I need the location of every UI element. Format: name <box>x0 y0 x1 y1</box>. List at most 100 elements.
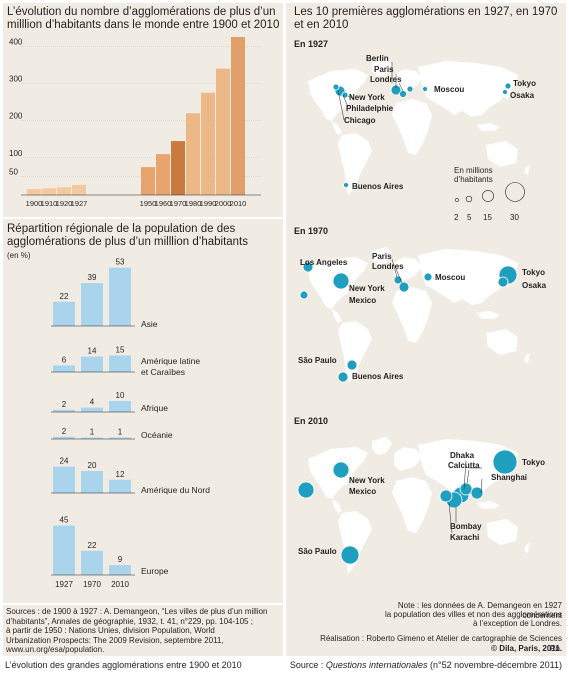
sources-line-5: www.un.org/esa/population. <box>6 645 105 654</box>
label-1927-buenos-aires: Buenos Aires <box>352 182 404 191</box>
circle-2010-karachi <box>439 489 453 503</box>
regional-value-label: 12 <box>116 470 125 479</box>
regional-xtick-label: 1927 <box>55 580 73 589</box>
circle-2010-shanghai <box>470 486 484 500</box>
growth-bar <box>141 167 155 195</box>
growth-xtick-label: 2010 <box>230 199 247 208</box>
regional-bar <box>53 436 75 439</box>
sources-line-3: à partir de 1950 : Nations Unies, divisi… <box>6 626 215 635</box>
regional-bar <box>53 301 75 326</box>
regional-value-label: 24 <box>60 457 69 466</box>
label-1970-sao-paulo: São Paulo <box>298 356 337 365</box>
maps-title: Les 10 premières agglomérations en 1927,… <box>294 6 558 31</box>
regional-value-label: 22 <box>88 541 97 550</box>
regional-value-label: 6 <box>62 355 67 364</box>
label-1970-new-york: New York <box>349 284 385 293</box>
growth-xtick-label: 1920 <box>56 199 73 208</box>
label-2010-new-york: New York <box>349 476 385 485</box>
label-1970-osaka: Osaka <box>522 281 547 290</box>
regional-value-label: 10 <box>116 391 125 400</box>
legend-value-15: 15 <box>483 213 492 222</box>
regional-bar <box>109 267 131 326</box>
regional-series-label: et Caraïbes <box>141 367 185 377</box>
circle-1927-chicago <box>332 83 340 91</box>
growth-xtick-label: 1927 <box>71 199 88 208</box>
regional-chart-title: Répartition régionale de la population d… <box>7 223 249 248</box>
regional-value-label: 1 <box>118 428 123 437</box>
sources-panel: Sources : de 1900 à 1927 : A. Demangeon,… <box>3 605 283 656</box>
growth-bar <box>27 189 41 195</box>
footer-caption: L’évolution des grandes agglomérations e… <box>5 660 242 670</box>
map-2010-label: En 2010 <box>294 416 329 426</box>
circle-1970-mexico <box>299 290 309 300</box>
label-2010-bombay: Bombay <box>450 522 482 531</box>
sources-line-4: Urbanization Prospects: The 2009 Revisio… <box>6 635 224 645</box>
label-1970-paris: Paris <box>372 252 392 261</box>
growth-xtick-label: 1970 <box>170 199 187 208</box>
growth-ytick-label: 300 <box>9 74 23 83</box>
label-1927-moscou: Moscou <box>434 85 464 94</box>
growth-bar <box>57 187 71 195</box>
regional-series-label: Amérique latine <box>141 356 200 366</box>
regional-bar <box>81 550 103 575</box>
regional-bar <box>53 365 75 372</box>
growth-xtick-label: 2000 <box>215 199 232 208</box>
regional-bar <box>81 471 103 493</box>
regional-unit: (en %) <box>7 251 31 260</box>
regional-value-label: 45 <box>60 516 69 525</box>
regional-bar <box>81 407 103 412</box>
label-1927-berlin: Berlin <box>366 54 389 63</box>
regional-value-label: 9 <box>118 555 123 564</box>
label-2010-dhaka: Dhaka <box>450 451 475 460</box>
label-2010-mexico: Mexico <box>349 487 376 496</box>
circle-1927-buenos-aires <box>343 182 349 188</box>
regional-bar <box>81 437 103 439</box>
circle-2010-tokyo <box>492 449 518 475</box>
circle-1927-berlin <box>406 85 414 93</box>
regional-value-label: 15 <box>116 346 125 355</box>
growth-bar <box>171 141 185 195</box>
circle-1970-osaka <box>497 276 509 288</box>
circle-1927-tokyo <box>504 82 512 90</box>
circle-1927-osaka <box>502 89 508 95</box>
regional-bar <box>109 565 131 575</box>
label-1927-philadelphie: Philadelphie <box>346 104 394 113</box>
sources-line-1: Sources : de 1900 à 1927 : A. Demangeon,… <box>6 607 268 616</box>
label-1970-mexico: Mexico <box>349 296 376 305</box>
legend-title-1: En millions d’habitants <box>454 166 493 184</box>
footer-source-suffix: (n°52 novembre-décembre 2011) <box>427 660 562 670</box>
regional-bar <box>109 401 131 412</box>
growth-chart-panel: L’évolution du nombre d’agglomérations d… <box>3 3 283 217</box>
world-map-1927 <box>308 59 530 195</box>
regional-bar <box>109 437 131 439</box>
label-1970-buenos-aires: Buenos Aires <box>352 372 404 381</box>
growth-xtick-label: 1900 <box>26 199 43 208</box>
label-1970-los-angeles: Los Angeles <box>300 258 348 267</box>
label-1970-londres: Londres <box>372 262 404 271</box>
regional-value-label: 20 <box>88 461 97 470</box>
growth-xtick-label: 1980 <box>185 199 202 208</box>
regional-value-label: 2 <box>62 400 67 409</box>
regional-bar <box>81 283 103 326</box>
regional-series-label: Asie <box>141 319 158 329</box>
growth-ytick-label: 50 <box>9 167 18 176</box>
regional-bar <box>81 356 103 372</box>
growth-xtick-label: 1960 <box>155 199 172 208</box>
circle-1970-moscou <box>423 272 433 282</box>
circle-2010-sao-paulo <box>340 545 360 565</box>
regional-bar <box>53 409 75 412</box>
growth-xtick-label: 1950 <box>140 199 157 208</box>
growth-xtick-label: 1910 <box>41 199 58 208</box>
label-2010-karachi: Karachi <box>450 533 479 542</box>
regional-value-label: 22 <box>60 292 69 301</box>
growth-ytick-label: 100 <box>9 149 23 158</box>
growth-xtick-label: 1990 <box>200 199 217 208</box>
label-1927-new-york: New York <box>349 93 385 102</box>
growth-bar <box>231 37 245 195</box>
map-1970-label: En 1970 <box>294 226 329 236</box>
growth-bar <box>156 154 170 195</box>
regional-value-label: 14 <box>88 347 97 356</box>
circle-2010-new-york <box>332 461 350 479</box>
circle-1970-los-angeles <box>302 261 314 273</box>
